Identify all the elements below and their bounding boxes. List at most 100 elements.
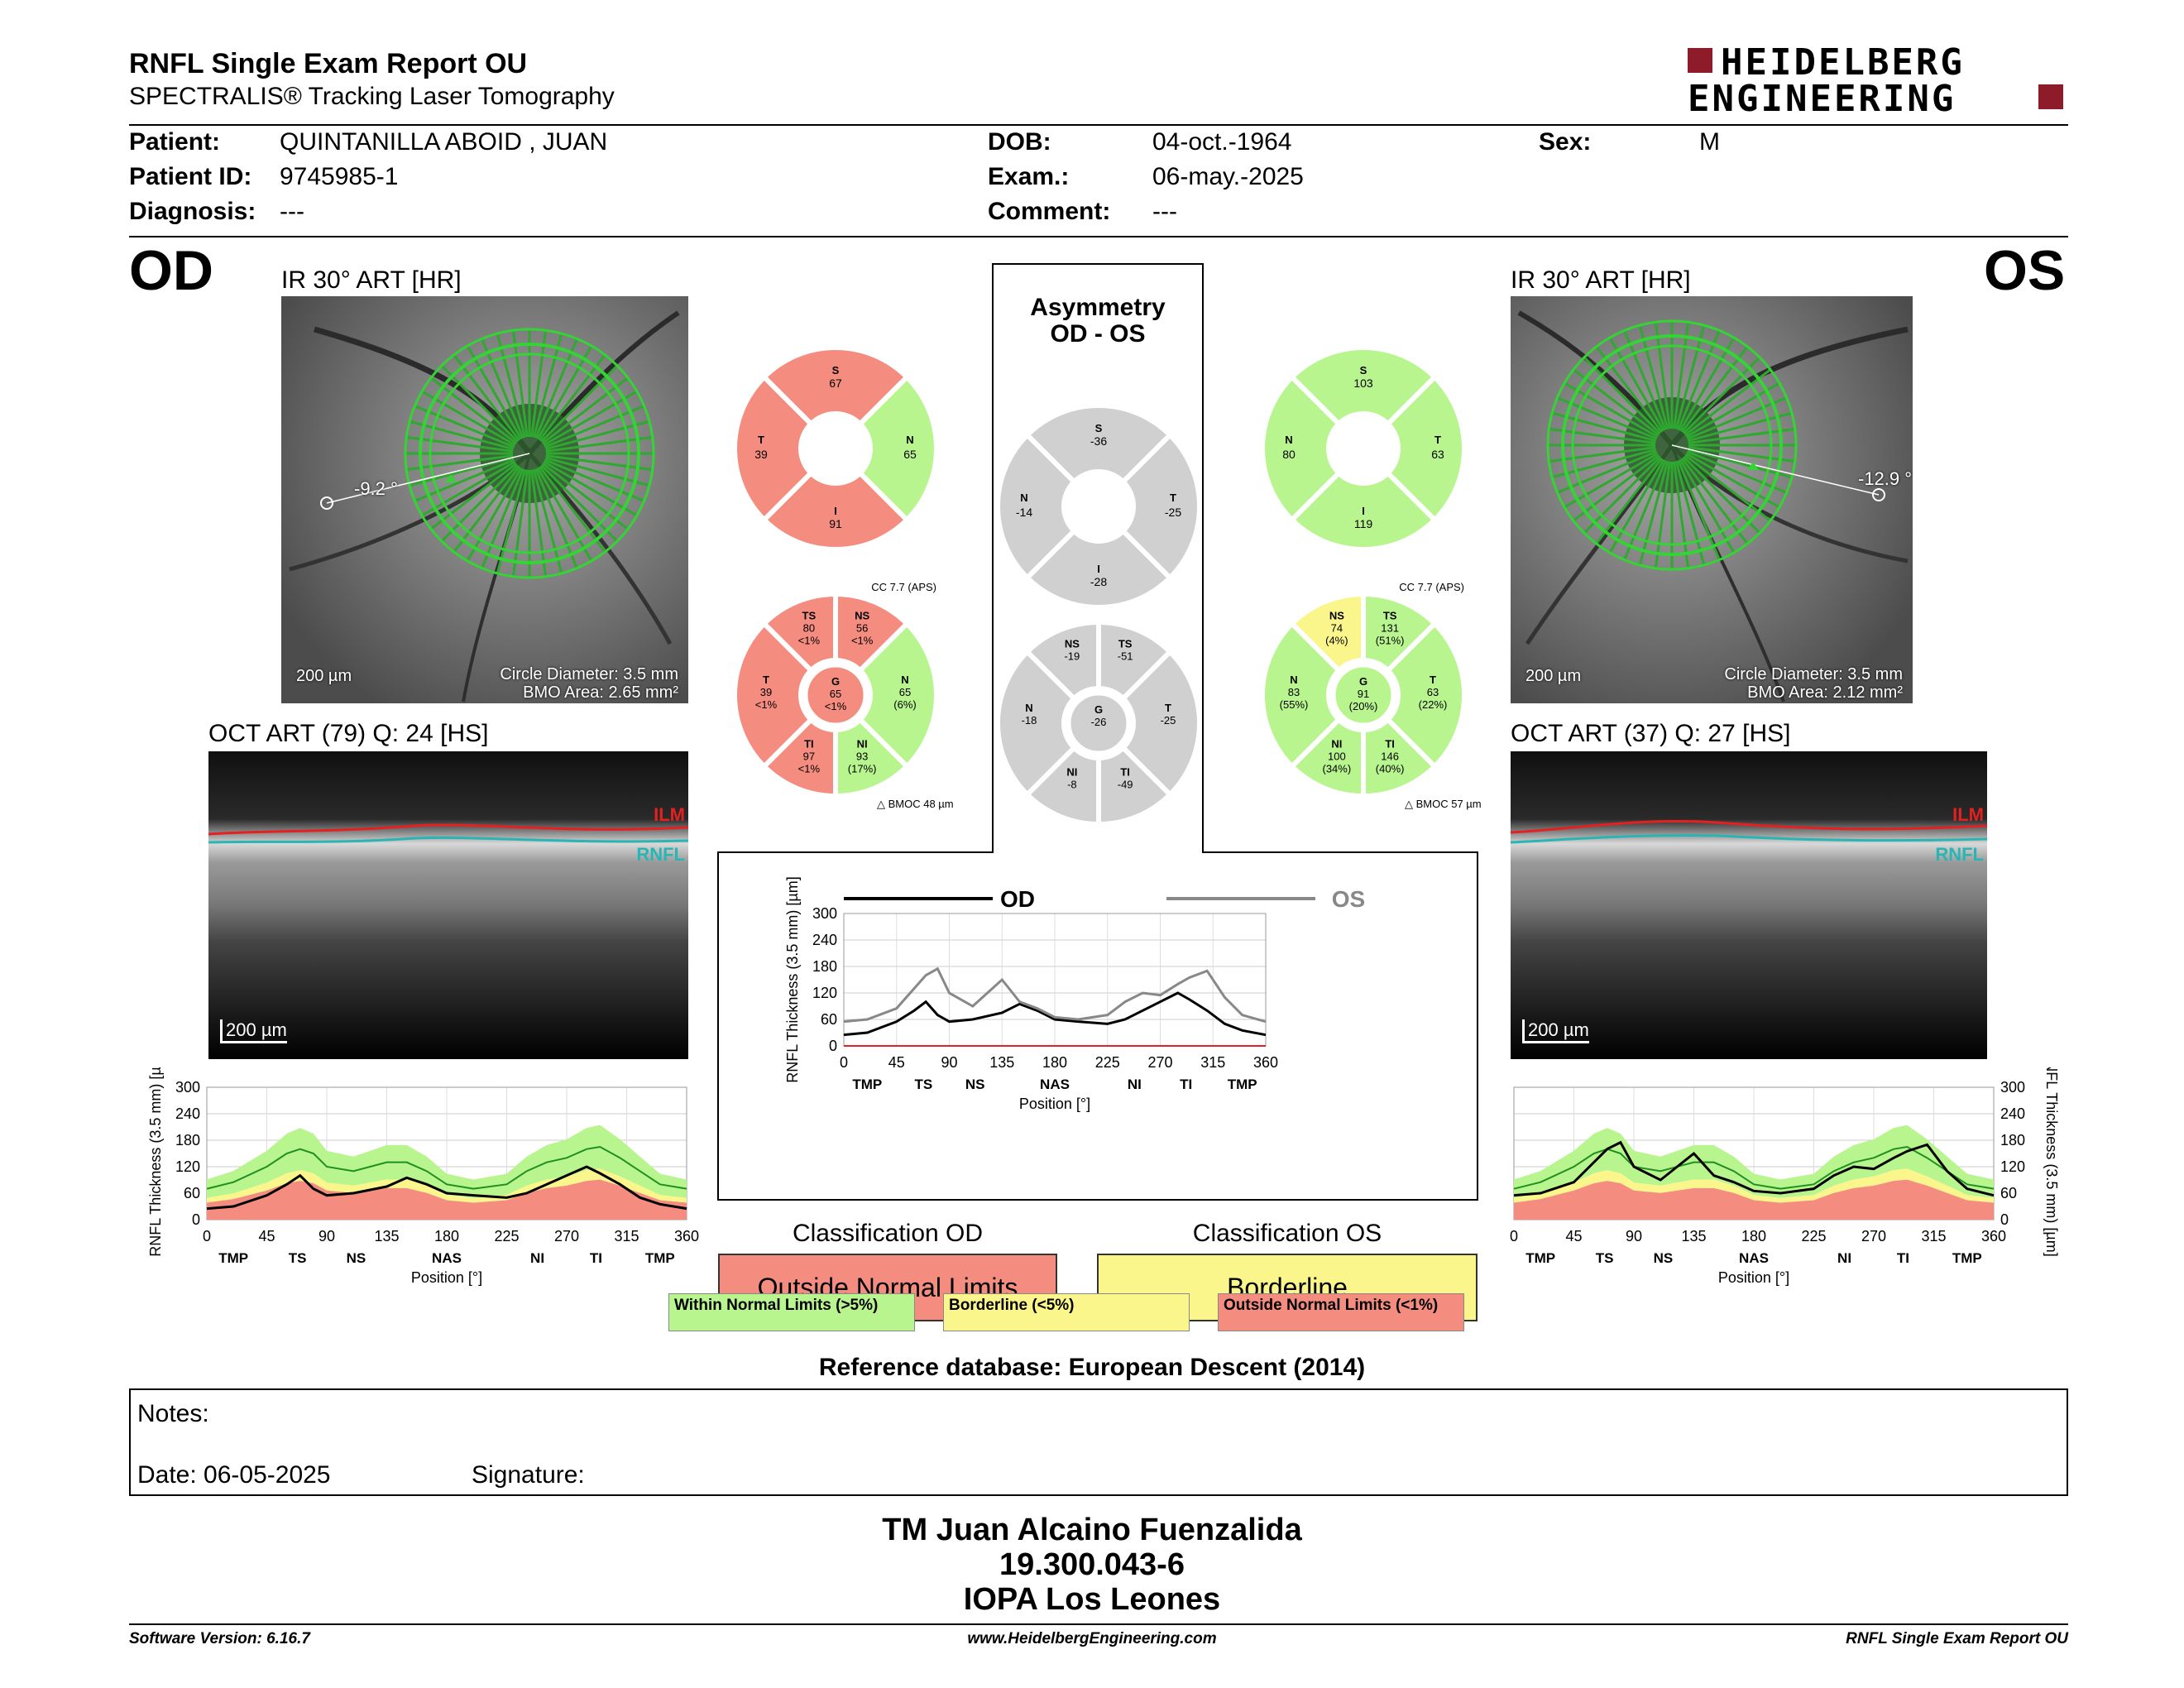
od-quad-label-i: I — [834, 505, 837, 517]
asym-quad-sector-i — [1023, 527, 1174, 610]
y-tick-120: 120 — [175, 1158, 200, 1175]
sector-label-tmp: TMP — [1952, 1250, 1982, 1266]
od-oct-caption: OCT ART (79) Q: 24 [HS] — [208, 720, 489, 747]
y-tick-240: 240 — [175, 1105, 200, 1122]
od-sect-text-t-1: 39 — [760, 686, 772, 698]
report-title: RNFL Single Exam Report OU — [129, 48, 528, 79]
os-oct-image: ILM RNFL 200 µm — [1511, 751, 1987, 1059]
od-sect-text-g-0: G — [831, 675, 840, 688]
os-quad-value-i: 119 — [1354, 517, 1373, 530]
os-sect-text-n-0: N — [1290, 674, 1297, 686]
os-eye-label: OS — [1984, 239, 2066, 302]
os-sect-text-ni-2: (34%) — [1323, 763, 1352, 775]
y-tick-120: 120 — [812, 985, 837, 1001]
asym-sect-text-g-0: G — [1094, 703, 1103, 716]
x-axis-label: Position [°] — [1718, 1269, 1789, 1286]
od-sect-text-n-1: 65 — [899, 686, 911, 698]
os-angle: -12.9 ° — [1858, 468, 1913, 489]
asym-quad-label-left: N — [1020, 492, 1027, 504]
od-quad-sector-left — [732, 373, 815, 524]
date-label: Date: 06-05-2025 — [137, 1461, 331, 1489]
x-tick-0: 0 — [1510, 1228, 1518, 1244]
od-sect-text-t-0: T — [763, 674, 769, 686]
od-sect-sector-n — [856, 620, 939, 770]
od-quad-value-right: 65 — [903, 448, 917, 461]
asym-sect-text-ti-0: TI — [1120, 766, 1130, 779]
asym-quad-label-right: T — [1170, 492, 1176, 504]
x-tick-45: 45 — [1565, 1228, 1582, 1244]
patient-id-label: Patient ID: — [129, 163, 252, 190]
sector-label-nas: NAS — [1040, 1077, 1070, 1092]
sector-label-ts: TS — [914, 1077, 932, 1092]
sector-label-nas: NAS — [1739, 1250, 1769, 1266]
y-tick-300: 300 — [175, 1079, 200, 1096]
asym-sect-text-n-1: -18 — [1022, 714, 1037, 727]
x-tick-90: 90 — [1626, 1228, 1642, 1244]
od-sect-text-ni-0: NI — [857, 738, 868, 750]
sector-label-tmp: TMP — [218, 1250, 248, 1266]
od-quad-sector-s — [760, 345, 911, 428]
os-band-normal — [1514, 1125, 1994, 1198]
y-tick-60: 60 — [2000, 1185, 2017, 1201]
sector-diagrams: S67T39N65I91S-36N-14T-25I-28S103N80T63I1… — [732, 345, 1482, 827]
signer-name: TM Juan Alcaino Fuenzalida — [882, 1513, 1302, 1547]
asym-quad-sector-right — [1119, 431, 1202, 582]
os-fundus-image: -12.9 ° 200 µm Circle Diameter: 3.5 mm B… — [1511, 296, 1913, 703]
os-scale: 200 µm — [1525, 667, 1582, 685]
x-tick-225: 225 — [1801, 1228, 1826, 1244]
diagnosis-value: --- — [280, 198, 304, 225]
y-tick-0: 0 — [829, 1038, 837, 1054]
od-sect-sector-g — [803, 663, 868, 727]
od-sect-text-g-1: 65 — [830, 688, 841, 700]
sector-label-nas: NAS — [432, 1250, 462, 1266]
asym-sect-sector-ni — [1023, 744, 1101, 827]
os-sect-sector-g — [1331, 663, 1396, 727]
od-band-normal — [207, 1125, 687, 1198]
comment-label: Comment: — [988, 198, 1111, 225]
od-quad-value-left: 39 — [754, 448, 768, 461]
sector-label-ns: NS — [1654, 1250, 1674, 1266]
sector-label-ts: TS — [289, 1250, 307, 1266]
x-tick-315: 315 — [1200, 1054, 1225, 1071]
legend-within-normal: Within Normal Limits (>5%) — [668, 1293, 915, 1331]
od-quad-label-left: T — [758, 434, 764, 446]
x-tick-135: 135 — [374, 1228, 399, 1244]
y-tick-240: 240 — [812, 932, 837, 948]
website-link[interactable]: www.HeidelbergEngineering.com — [967, 1630, 1217, 1647]
y-tick-300: 300 — [2000, 1079, 2025, 1096]
os-sect-text-ns-1: 74 — [1331, 621, 1343, 634]
od-sect-sector-t — [732, 620, 815, 770]
os-ilm-label: ILM — [1952, 804, 1984, 825]
sector-label-ni: NI — [1128, 1077, 1142, 1092]
os-quad-sector-s — [1288, 345, 1439, 428]
sector-label-ns: NS — [347, 1250, 366, 1266]
x-tick-135: 135 — [1681, 1228, 1706, 1244]
signature-label: Signature: — [472, 1461, 585, 1489]
y-tick-180: 180 — [175, 1132, 200, 1149]
od-sect-text-ti-0: TI — [804, 738, 814, 750]
os-cc-label: CC 7.7 (APS) — [1399, 581, 1464, 593]
y-tick-180: 180 — [812, 958, 837, 975]
x-tick-45: 45 — [258, 1228, 275, 1244]
asym-sect-text-g-1: -26 — [1091, 716, 1107, 728]
os-sect-text-t-0: T — [1430, 674, 1436, 686]
diagnosis-label: Diagnosis: — [129, 198, 256, 225]
x-tick-270: 270 — [1147, 1054, 1172, 1071]
os-quad-sector-right — [1384, 373, 1467, 524]
x-tick-360: 360 — [1981, 1228, 2006, 1244]
os-quad-label-s: S — [1360, 364, 1367, 376]
os-ir-caption: IR 30° ART [HR] — [1511, 266, 1691, 294]
x-tick-180: 180 — [434, 1228, 459, 1244]
od-sect-text-n-0: N — [901, 674, 908, 686]
asym-quad-sector-left — [995, 431, 1078, 582]
asym-quad-value-i: -28 — [1090, 575, 1107, 588]
x-tick-0: 0 — [840, 1054, 848, 1071]
x-tick-315: 315 — [1921, 1228, 1946, 1244]
od-angle: -9.2 ° — [354, 478, 398, 499]
x-tick-135: 135 — [989, 1054, 1014, 1071]
os-circle-diameter: Circle Diameter: 3.5 mm — [1724, 665, 1903, 683]
od-thickness-line — [206, 1165, 687, 1211]
os-sect-sector-ts — [1361, 591, 1439, 674]
os-quad-value-left: 80 — [1282, 448, 1296, 461]
od-oct-scale: 200 µm — [220, 1019, 287, 1043]
